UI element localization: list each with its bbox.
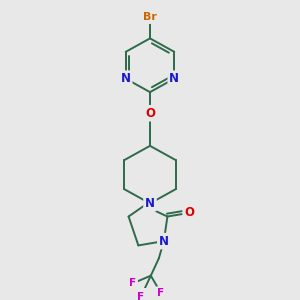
Text: N: N: [159, 235, 169, 248]
Text: N: N: [145, 197, 155, 210]
Text: Br: Br: [143, 12, 157, 22]
Text: N: N: [169, 72, 179, 85]
Text: O: O: [145, 107, 155, 120]
Text: F: F: [129, 278, 137, 288]
Text: O: O: [184, 206, 194, 219]
Text: F: F: [137, 292, 144, 300]
Text: F: F: [157, 288, 164, 298]
Text: N: N: [121, 72, 131, 85]
